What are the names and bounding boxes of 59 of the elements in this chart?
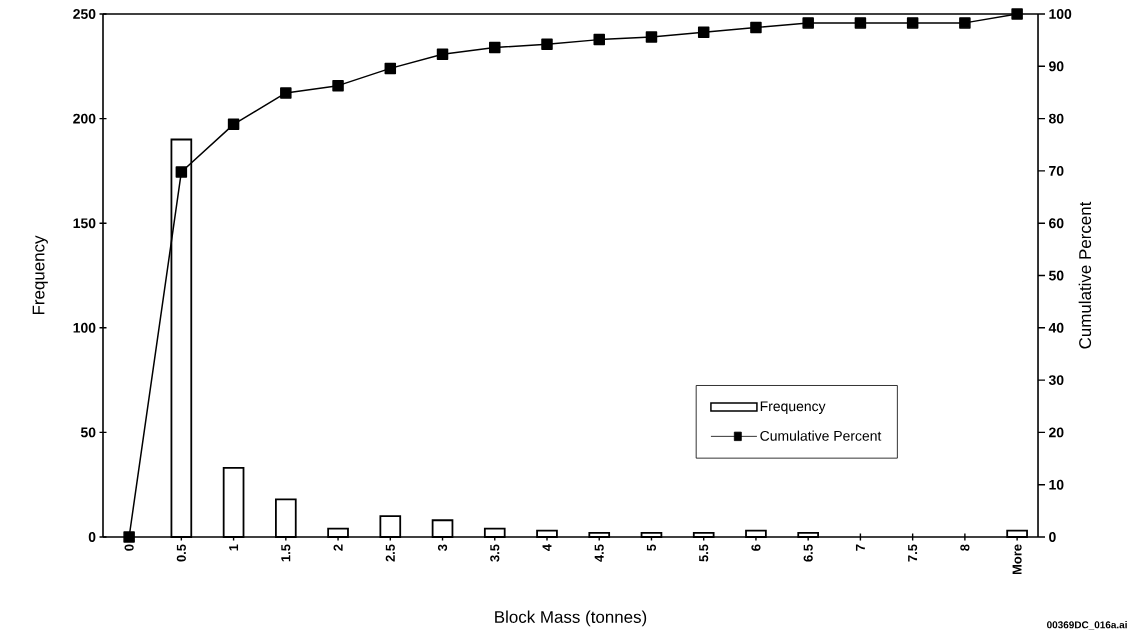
point — [384, 62, 397, 75]
x-tick-label: 3.5 — [490, 544, 500, 562]
y-tick-label: 0 — [88, 532, 96, 542]
point — [123, 531, 135, 543]
y-tick-label: 200 — [73, 113, 96, 124]
y-tick-label: 250 — [73, 9, 96, 19]
point — [697, 26, 710, 39]
x-tick-label: 6.5 — [803, 544, 813, 562]
legend-label: Cumulative Percent — [760, 430, 882, 441]
x-tick-label: 6 — [751, 544, 761, 551]
point — [489, 41, 501, 54]
point — [750, 21, 762, 34]
x-tick-label: 0.5 — [176, 544, 186, 562]
x-tick-label: 5.5 — [699, 544, 709, 562]
legend-label: Frequency — [760, 401, 826, 414]
point — [1011, 8, 1023, 20]
point — [645, 31, 658, 43]
y2-tick-label: 60 — [1049, 218, 1064, 229]
y2-tick-label: 20 — [1049, 427, 1064, 438]
point — [436, 48, 449, 61]
point — [227, 118, 240, 131]
point — [175, 166, 188, 178]
x-tick-label: More — [1012, 544, 1022, 575]
text: 00369DC_016a.ai — [1047, 621, 1127, 630]
x-tick-label: 2.5 — [385, 544, 395, 562]
x-tick-label: 4.5 — [594, 544, 604, 562]
x-tick-label: 2 — [333, 544, 343, 551]
y2-tick-label: 90 — [1049, 61, 1064, 72]
point — [541, 38, 553, 51]
x-axis-title: Block Mass (tonnes) — [495, 610, 647, 627]
y2-tick-label: 10 — [1049, 479, 1064, 490]
x-tick-label: 0 — [124, 544, 134, 551]
x-tick-label: 1.5 — [281, 544, 291, 562]
y2-tick-label: 30 — [1048, 375, 1064, 386]
y2-tick-label: 40 — [1048, 322, 1064, 333]
y-tick-label: 50 — [80, 427, 96, 438]
point — [959, 17, 971, 29]
y-tick-label: 150 — [73, 218, 96, 229]
y2-tick-label: 50 — [1048, 270, 1064, 281]
x-tick-label: 5 — [646, 544, 656, 551]
point — [332, 79, 344, 92]
y-tick-label: 100 — [73, 322, 96, 333]
x-tick-label: 7 — [855, 544, 865, 551]
point — [593, 33, 605, 46]
point — [906, 17, 919, 29]
x-tick-label: 7.5 — [908, 544, 918, 562]
point — [802, 17, 814, 29]
point — [280, 87, 292, 99]
y2-tick-label: 100 — [1049, 9, 1072, 19]
x-tick-label: 3 — [437, 544, 448, 551]
y2-tick-label: 0 — [1049, 532, 1056, 542]
y2-tick-label: 70 — [1049, 165, 1064, 176]
y2-tick-label: 80 — [1048, 113, 1064, 124]
x-tick-label: 1 — [229, 544, 239, 551]
y-axis-title: Frequency — [32, 235, 48, 315]
y2-axis-title: Cumulative Percent — [1078, 201, 1092, 349]
x-tick-label: 8 — [960, 544, 970, 551]
point — [854, 17, 867, 29]
x-tick-label: 4 — [542, 544, 552, 552]
